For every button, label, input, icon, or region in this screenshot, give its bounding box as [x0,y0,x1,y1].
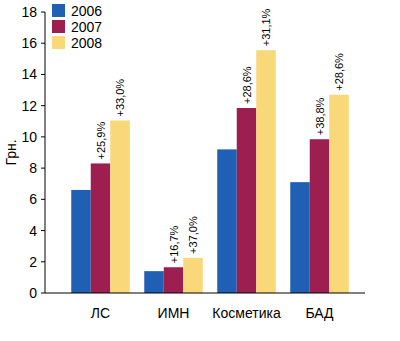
bar [290,182,310,293]
bar [217,149,237,293]
y-tick-label: 18 [21,4,37,20]
y-tick [41,230,45,231]
legend-swatch [52,36,65,49]
x-tick-label: БАД [305,305,334,321]
y-tick [41,261,45,262]
bar [164,267,184,293]
bar [237,108,257,293]
annotation: +38,8% [314,97,326,135]
y-tick-label: 14 [21,66,37,82]
legend-label: 2006 [71,3,102,19]
legend-label: 2008 [71,35,102,51]
y-tick-label: 10 [21,129,37,145]
chart: 0 2 4 6 8 10 12 14 16 18 Грн. +25,9% +33,0% +16,7% +37… [0,0,400,341]
bar [144,271,164,293]
bar [110,120,130,293]
y-tick-label: 12 [21,98,37,114]
annotation: +33,0% [114,79,126,117]
legend-swatch [52,4,65,17]
y-tick-label: 16 [21,35,37,51]
bars [71,50,349,293]
legend-label: 2007 [71,19,102,35]
annotation: +31,1% [260,8,272,46]
y-tick [41,168,45,169]
legend: 200620072008 [52,3,102,51]
legend-swatch [52,20,65,33]
x-tick-label: Косметика [212,305,281,321]
y-tick [41,74,45,75]
y-tick [41,105,45,106]
bar [256,50,276,293]
y-axis-label: Грн. [3,139,19,165]
annotation: +28,6% [241,66,253,104]
annotation: +37,0% [187,216,199,254]
bar [71,190,91,293]
bar [183,258,203,293]
annotation: +25,9% [95,122,107,160]
bar [310,139,330,293]
y-tick-label: 4 [29,223,37,239]
y-tick [41,12,45,13]
bar [329,95,349,293]
y-axis [45,12,46,293]
y-tick-label: 6 [29,191,37,207]
x-axis [45,293,365,294]
y-tick-label: 8 [29,160,37,176]
y-tick [41,293,45,294]
annotation: +28,6% [333,53,345,91]
bar [91,163,111,293]
x-tick-label: ЛС [91,305,110,321]
y-tick [41,43,45,44]
y-tick-label: 0 [29,285,37,301]
y-tick-label: 2 [29,254,37,270]
y-tick [41,136,45,137]
x-tick-label: ИМН [158,305,190,321]
annotations: +25,9% +33,0% +16,7% +37,0% +28,6% +31,1% +38,… [95,8,346,263]
y-tick [41,199,45,200]
annotation: +16,7% [168,225,180,263]
